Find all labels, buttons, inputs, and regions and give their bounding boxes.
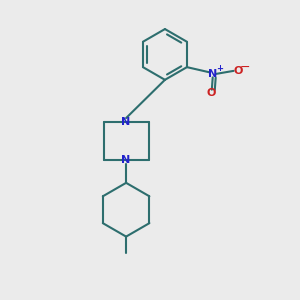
Text: N: N <box>208 69 217 79</box>
Text: N: N <box>122 155 131 166</box>
Text: O: O <box>233 66 243 76</box>
Text: +: + <box>216 64 223 73</box>
Text: O: O <box>206 88 216 98</box>
Text: −: − <box>239 61 250 74</box>
Text: N: N <box>122 117 131 127</box>
